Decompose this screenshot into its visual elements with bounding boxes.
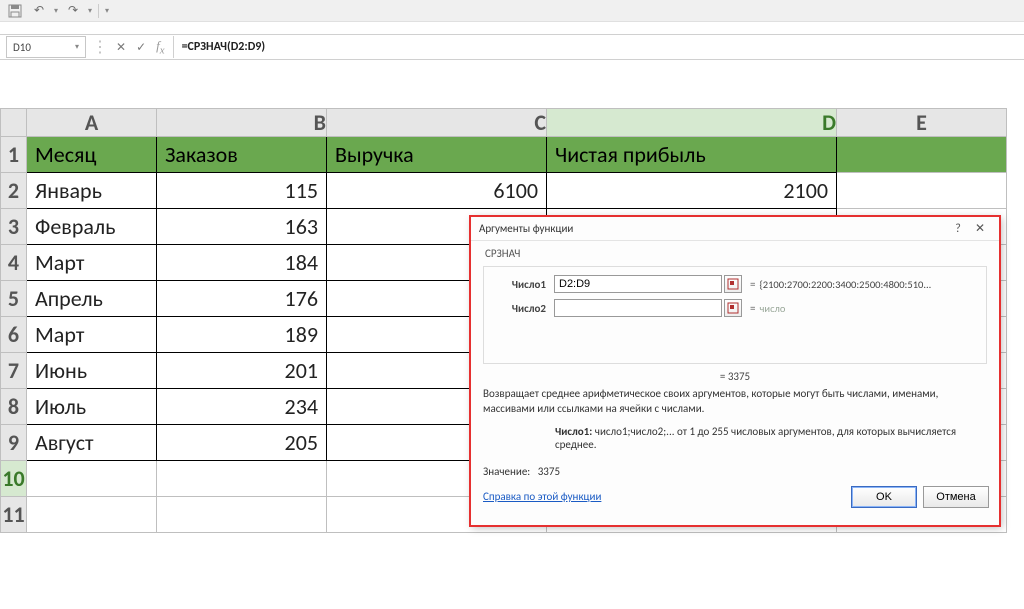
cell-D1[interactable]: Чистая прибыль bbox=[547, 137, 837, 173]
formula-bar-row: D10 ▾ ⋮ ✕ ✓ fx =СРЗНАЧ(D2:D9) bbox=[0, 34, 1024, 60]
row-header-5[interactable]: 5 bbox=[1, 281, 27, 317]
dialog-close-icon[interactable]: ✕ bbox=[969, 221, 991, 236]
formula-input[interactable]: =СРЗНАЧ(D2:D9) bbox=[173, 36, 1024, 58]
arg-row-1: Число1 = {2100:2700:2200:3400:2500:4800:… bbox=[492, 275, 978, 293]
cell-C2[interactable]: 6100 bbox=[327, 173, 547, 209]
cell-B2[interactable]: 115 bbox=[157, 173, 327, 209]
result-line: = 3375 bbox=[483, 370, 987, 383]
arg1-label: Число1 bbox=[492, 278, 554, 291]
arg2-equals: = bbox=[750, 302, 755, 315]
arg2-input[interactable] bbox=[554, 299, 722, 317]
argument-description: Число1: число1;число2;... от 1 до 255 чи… bbox=[555, 425, 987, 451]
cell-A11[interactable] bbox=[27, 497, 157, 533]
cancel-button[interactable]: Отмена bbox=[923, 486, 989, 508]
cell-E1[interactable] bbox=[837, 137, 1007, 173]
dialog-titlebar[interactable]: Аргументы функции ? ✕ bbox=[471, 217, 999, 241]
cell-D2[interactable]: 2100 bbox=[547, 173, 837, 209]
arg2-preview: число bbox=[759, 302, 785, 315]
cell-A10[interactable] bbox=[27, 461, 157, 497]
col-header-C[interactable]: C bbox=[327, 109, 547, 137]
cell-B7[interactable]: 201 bbox=[157, 353, 327, 389]
cell-A4[interactable]: Март bbox=[27, 245, 157, 281]
ok-button[interactable]: OK bbox=[851, 486, 917, 508]
function-help-link[interactable]: Справка по этой функции bbox=[483, 490, 601, 503]
cell-B3[interactable]: 163 bbox=[157, 209, 327, 245]
function-name: СРЗНАЧ bbox=[485, 247, 987, 260]
dialog-title: Аргументы функции bbox=[479, 222, 947, 235]
row-header-11[interactable]: 11 bbox=[1, 497, 27, 533]
row-header-7[interactable]: 7 bbox=[1, 353, 27, 389]
cell-A6[interactable]: Март bbox=[27, 317, 157, 353]
cell-B4[interactable]: 184 bbox=[157, 245, 327, 281]
arg-desc-text: число1;число2;... от 1 до 255 числовых а… bbox=[555, 425, 956, 451]
qat-separator bbox=[98, 4, 99, 18]
cell-A8[interactable]: Июль bbox=[27, 389, 157, 425]
arg-row-2: Число2 = число bbox=[492, 299, 978, 317]
cell-B5[interactable]: 176 bbox=[157, 281, 327, 317]
col-header-B[interactable]: B bbox=[157, 109, 327, 137]
redo-dropdown-icon[interactable]: ▾ bbox=[88, 6, 92, 16]
fx-icon[interactable]: fx bbox=[156, 38, 164, 57]
arg1-range-picker-icon[interactable] bbox=[724, 275, 742, 293]
function-arguments-dialog: Аргументы функции ? ✕ СРЗНАЧ Число1 = {2… bbox=[470, 216, 1000, 526]
value-label: Значение: bbox=[483, 465, 530, 478]
formula-text: =СРЗНАЧ(D2:D9) bbox=[182, 40, 266, 54]
cell-A2[interactable]: Январь bbox=[27, 173, 157, 209]
function-description: Возвращает среднее арифметическое своих … bbox=[483, 387, 987, 417]
dialog-footer: Справка по этой функции OK Отмена bbox=[471, 482, 999, 516]
cell-A1[interactable]: Месяц bbox=[27, 137, 157, 173]
value-line: Значение: 3375 bbox=[483, 465, 987, 478]
cell-A7[interactable]: Июнь bbox=[27, 353, 157, 389]
cell-C1[interactable]: Выручка bbox=[327, 137, 547, 173]
cell-E2[interactable] bbox=[837, 173, 1007, 209]
name-box-divider: ⋮ bbox=[92, 37, 108, 57]
row-header-1[interactable]: 1 bbox=[1, 137, 27, 173]
save-icon[interactable] bbox=[6, 2, 24, 20]
name-box[interactable]: D10 ▾ bbox=[6, 36, 86, 58]
col-header-D[interactable]: D bbox=[547, 109, 837, 137]
col-header-E[interactable]: E bbox=[837, 109, 1007, 137]
cell-B6[interactable]: 189 bbox=[157, 317, 327, 353]
name-box-chevron-icon[interactable]: ▾ bbox=[75, 42, 79, 52]
row-header-2[interactable]: 2 bbox=[1, 173, 27, 209]
name-box-value: D10 bbox=[13, 41, 31, 54]
row-header-8[interactable]: 8 bbox=[1, 389, 27, 425]
row-header-3[interactable]: 3 bbox=[1, 209, 27, 245]
dialog-help-icon[interactable]: ? bbox=[947, 222, 969, 236]
undo-dropdown-icon[interactable]: ▾ bbox=[54, 6, 58, 16]
arg1-preview: {2100:2700:2200:3400:2500:4800:510... bbox=[759, 278, 931, 291]
row-header-10[interactable]: 10 bbox=[1, 461, 27, 497]
cell-A3[interactable]: Февраль bbox=[27, 209, 157, 245]
redo-icon[interactable]: ↷ bbox=[64, 2, 82, 20]
arg2-range-picker-icon[interactable] bbox=[724, 299, 742, 317]
row-header-9[interactable]: 9 bbox=[1, 425, 27, 461]
row-header-6[interactable]: 6 bbox=[1, 317, 27, 353]
select-all-corner[interactable] bbox=[1, 109, 27, 137]
undo-icon[interactable]: ↶ bbox=[30, 2, 48, 20]
formula-bar-icons: ✕ ✓ fx bbox=[108, 38, 173, 57]
cancel-formula-icon[interactable]: ✕ bbox=[116, 40, 126, 55]
cell-B8[interactable]: 234 bbox=[157, 389, 327, 425]
value-number: 3375 bbox=[538, 465, 560, 478]
quick-access-toolbar: ↶ ▾ ↷ ▾ ▾ bbox=[0, 0, 1024, 22]
qat-customize-icon[interactable]: ▾ bbox=[105, 6, 109, 16]
arg2-label: Число2 bbox=[492, 302, 554, 315]
arg1-input[interactable] bbox=[554, 275, 722, 293]
cell-A5[interactable]: Апрель bbox=[27, 281, 157, 317]
cell-A9[interactable]: Август bbox=[27, 425, 157, 461]
row-header-4[interactable]: 4 bbox=[1, 245, 27, 281]
confirm-formula-icon[interactable]: ✓ bbox=[136, 40, 146, 55]
dialog-body: СРЗНАЧ Число1 = {2100:2700:2200:3400:250… bbox=[471, 241, 999, 482]
col-header-A[interactable]: A bbox=[27, 109, 157, 137]
cell-B1[interactable]: Заказов bbox=[157, 137, 327, 173]
cell-B10[interactable] bbox=[157, 461, 327, 497]
arguments-area: Число1 = {2100:2700:2200:3400:2500:4800:… bbox=[483, 266, 987, 364]
cell-B9[interactable]: 205 bbox=[157, 425, 327, 461]
arg-desc-label: Число1: bbox=[555, 425, 592, 438]
cell-B11[interactable] bbox=[157, 497, 327, 533]
arg1-equals: = bbox=[750, 278, 755, 291]
